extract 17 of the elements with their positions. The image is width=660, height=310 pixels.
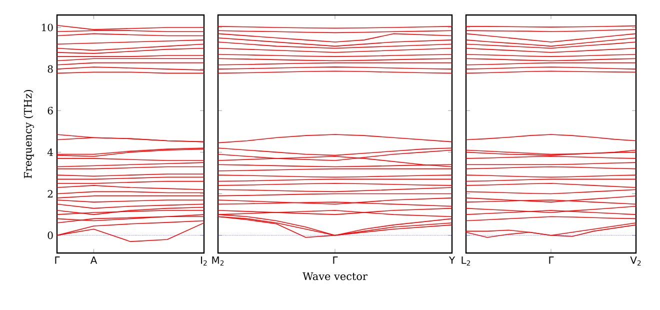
x-tick-label: Γ <box>333 256 338 264</box>
x-tick-label: L$_{2}$ <box>462 256 470 266</box>
x-tick-label: Γ <box>55 256 60 264</box>
x-tick-label: V$_{2}$ <box>630 256 641 266</box>
x-tick-label: M$_{2}$ <box>212 256 224 266</box>
y-tick-label: 4 <box>47 148 53 156</box>
y-tick-label: 6 <box>48 106 53 114</box>
x-tick-label: Γ <box>549 256 554 264</box>
x-tick-label: A <box>90 256 98 264</box>
x-tick-label: Y <box>448 256 456 264</box>
y-tick-label: 2 <box>48 190 52 198</box>
y-tick-label: 10 <box>42 24 53 32</box>
y-axis-title: Frequency (THz) <box>24 90 34 178</box>
y-tick-label: 0 <box>48 232 53 240</box>
x-tick-label: I$_{2}$ <box>201 256 207 266</box>
y-tick-label: 8 <box>48 65 53 73</box>
x-axis-title: Wave vector <box>302 272 368 280</box>
